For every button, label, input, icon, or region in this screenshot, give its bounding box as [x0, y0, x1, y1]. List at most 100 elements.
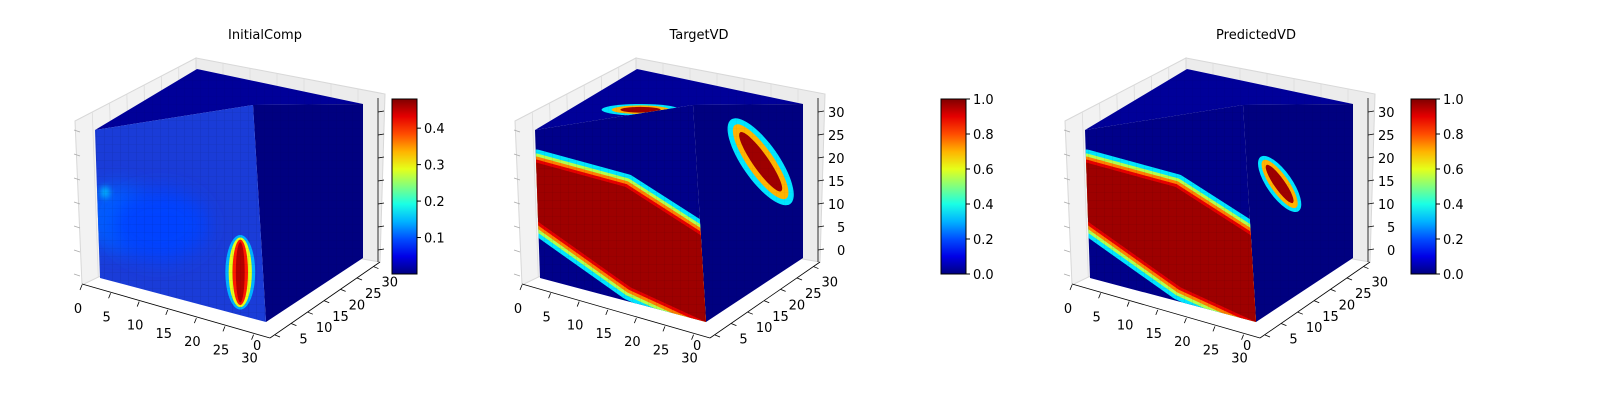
x-tick-mark: [691, 334, 694, 340]
side-face-values: [693, 104, 803, 322]
x-tick-label: 10: [1117, 319, 1134, 334]
x-tick-label: 20: [1174, 335, 1191, 350]
x-tick-label: 10: [567, 319, 584, 334]
z-tick-mark: [377, 225, 385, 228]
x-tick-mark: [605, 309, 609, 315]
side-face-values: [253, 104, 363, 322]
y-tick-mark: [373, 266, 379, 269]
y-tick-mark: [780, 289, 786, 292]
x-tick-label: 20: [184, 335, 201, 350]
z-tick-mark: [1367, 225, 1375, 228]
y-tick-mark: [731, 323, 737, 326]
z-tick-mark: [377, 156, 385, 159]
y-tick-label: 25: [805, 287, 822, 302]
x-tick-mark: [1241, 334, 1244, 340]
y-tick-label: 15: [1322, 310, 1339, 325]
x-tick-mark: [662, 326, 666, 332]
top-face-values: [1085, 69, 1353, 130]
y-tick-label: 0: [253, 339, 261, 354]
colorbar-tick-label: 0.2: [1443, 233, 1464, 248]
x-tick-mark: [1212, 326, 1216, 332]
x-tick-label: 5: [542, 310, 550, 325]
y-tick-label: 10: [1306, 321, 1323, 336]
colorbar: 0.0 0.2 0.4 0.6 0.8 1.0: [1410, 93, 1464, 283]
side-face-values: [1243, 104, 1353, 322]
x-tick-label: 30: [681, 352, 698, 367]
colorbar-tick-label: 0.2: [973, 233, 994, 248]
y-tick-label: 5: [299, 333, 307, 348]
x-tick-mark: [222, 326, 226, 332]
x-tick-mark: [1184, 317, 1187, 324]
z-tick-label: 10: [828, 198, 845, 213]
colorbar-tick-label: 0.3: [424, 159, 445, 174]
y-tick-mark: [1363, 266, 1369, 269]
y-tick-label: 20: [349, 298, 366, 313]
x-axis: 0 5 10 15 20 25 30: [74, 283, 271, 367]
top-grid: [95, 69, 363, 130]
z-axis: 0 5 10 15 20 25 30: [1063, 98, 1395, 277]
y-tick-mark: [1314, 300, 1320, 304]
z-tick-label: 20: [828, 152, 845, 167]
x-tick-label: 20: [624, 335, 641, 350]
y-tick-mark: [1330, 289, 1336, 292]
z-tick-mark: [817, 179, 825, 182]
z-tick-label: 15: [1378, 175, 1395, 190]
x-tick-label: 5: [102, 310, 110, 325]
z-tick-label: 30: [1378, 106, 1395, 121]
y-tick-mark: [1264, 334, 1271, 338]
y-tick-label: 5: [739, 333, 747, 348]
front-grid: [1085, 105, 1256, 322]
y-tick-label: 10: [756, 321, 773, 336]
x-tick-mark: [79, 284, 83, 291]
z-tick-mark: [817, 133, 825, 136]
y-tick-label: 0: [693, 339, 701, 354]
top-grid: [535, 69, 803, 130]
colorbar-tick-label: 0.0: [1443, 268, 1464, 283]
chart-title: InitialComp: [228, 28, 302, 43]
y-tick-mark: [274, 334, 281, 338]
x-tick-label: 5: [1092, 310, 1100, 325]
y-tick-label: 25: [365, 287, 382, 302]
colorbar-tick-label: 0.1: [424, 232, 445, 247]
x-tick-mark: [194, 317, 197, 324]
y-tick-mark: [1346, 277, 1353, 281]
z-axis: 0 5 10 15 20 25 30: [513, 98, 845, 277]
front-face-values: [535, 105, 706, 322]
colorbar-tick-label: 0.4: [973, 198, 994, 213]
z-tick-mark: [377, 202, 385, 205]
colorbar-tick-label: 0.6: [973, 163, 994, 178]
x-tick-mark: [1069, 284, 1073, 291]
side-grid: [253, 104, 363, 322]
colorbar: 0.0 0.2 0.4 0.6 0.8 1.0: [940, 93, 994, 283]
x-tick-label: 0: [1064, 302, 1072, 317]
x-tick-mark: [634, 317, 637, 324]
front-face-values: [1085, 105, 1256, 322]
z-tick-mark: [1367, 156, 1375, 159]
x-tick-label: 25: [213, 343, 230, 358]
y-tick-mark: [356, 277, 363, 281]
y-tick-mark: [291, 323, 297, 326]
y-tick-label: 5: [1289, 333, 1297, 348]
x-tick-mark: [1126, 301, 1130, 307]
x-tick-mark: [165, 309, 169, 315]
y-tick-label: 15: [772, 310, 789, 325]
y-tick-label: 10: [316, 321, 333, 336]
y-tick-label: 20: [1339, 298, 1356, 313]
z-axis: [73, 98, 385, 277]
x-tick-label: 25: [1203, 343, 1220, 358]
colorbar-gradient: [1410, 98, 1437, 275]
y-tick-mark: [340, 289, 346, 292]
z-tick-mark: [1367, 248, 1375, 251]
z-tick-label: 25: [828, 129, 845, 144]
y-tick-mark: [714, 334, 721, 338]
z-tick-label: 5: [1387, 221, 1395, 236]
x-tick-label: 30: [241, 352, 258, 367]
y-tick-mark: [764, 300, 770, 304]
z-tick-label: 20: [1378, 152, 1395, 167]
y-tick-mark: [813, 266, 819, 269]
z-tick-mark: [817, 110, 825, 113]
z-tick-mark: [1367, 110, 1375, 113]
colorbar-tick-label: 0.8: [973, 128, 994, 143]
